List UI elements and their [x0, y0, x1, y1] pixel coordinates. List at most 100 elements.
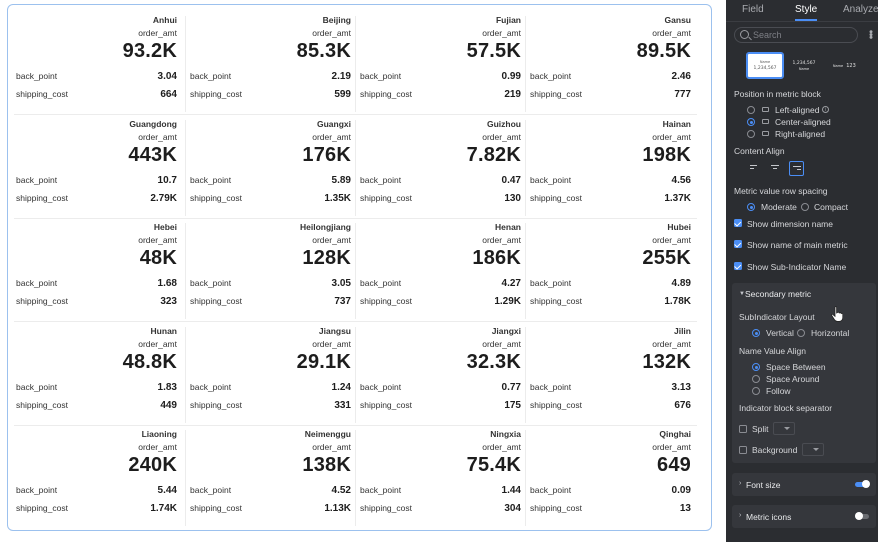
main-metric-value: 48K [139, 247, 177, 269]
sub-metric-name: shipping_cost [190, 296, 242, 306]
search-input[interactable]: Search [734, 27, 858, 43]
column-separator [355, 223, 356, 319]
dimension-name: Jilin [673, 326, 691, 336]
main-metric-name: order_amt [138, 235, 177, 245]
layout-thumb-name-top[interactable]: Name 1,234,567 [746, 52, 784, 79]
tab-analyze[interactable]: Analyze [843, 4, 878, 15]
indicator-cell[interactable]: Hunan order_amt 48.8K back_point 1.83 shippin… [10, 325, 182, 428]
align-left-icon [750, 165, 758, 171]
background-color-select[interactable] [802, 443, 824, 456]
column-separator [355, 327, 356, 423]
indicator-cell[interactable]: Jiangxi order_amt 32.3K back_point 0.77 shipp… [354, 325, 526, 428]
radio-horizontal[interactable] [797, 329, 805, 337]
indicator-cell[interactable]: Henan order_amt 186K back_point 4.27 shipping… [354, 221, 526, 324]
secondary-metric-title[interactable]: Secondary metric [745, 289, 812, 299]
indicator-cell[interactable]: Fujian order_amt 57.5K back_point 0.99 shippi… [354, 14, 526, 117]
indicator-cell[interactable]: Jiangsu order_amt 29.1K back_point 1.24 shipp… [184, 325, 356, 428]
indicator-cell[interactable]: Ningxia order_amt 75.4K back_point 1.44 shipp… [354, 428, 526, 531]
indicator-cell[interactable]: Liaoning order_amt 240K back_point 5.44 shipp… [10, 428, 182, 531]
layout-thumb-value-top[interactable]: 1,234,567 Name [786, 53, 822, 78]
dimension-name: Heilongjiang [300, 222, 351, 232]
sub-metric-value: 1.74K [150, 503, 177, 514]
left-align-icon [762, 107, 769, 112]
show-dimension-name-checkbox[interactable] [734, 219, 742, 227]
sub-metric-name: shipping_cost [530, 296, 582, 306]
indicator-cell[interactable]: Guizhou order_amt 7.82K back_point 0.47 shipp… [354, 118, 526, 221]
more-options-icon[interactable]: ••• [864, 29, 877, 39]
main-metric-name: order_amt [652, 28, 691, 38]
indicator-cell[interactable]: Gansu order_amt 89.5K back_point 2.46 shippin… [524, 14, 696, 117]
caret-down-icon[interactable]: ▼ [739, 291, 745, 297]
dimension-name: Jiangsu [318, 326, 351, 336]
indicator-cell[interactable]: Anhui order_amt 93.2K back_point 3.04 shippin… [10, 14, 182, 117]
background-label: Background [752, 445, 798, 455]
indicator-cell[interactable]: Heilongjiang order_amt 128K back_point 3.05 s… [184, 221, 356, 324]
radio-space-around[interactable] [752, 375, 760, 383]
sub-metric-name: shipping_cost [16, 89, 68, 99]
radio-compact[interactable] [801, 203, 809, 211]
row-separator [14, 321, 697, 322]
align-right-button[interactable] [789, 161, 804, 176]
background-checkbox[interactable] [739, 446, 747, 454]
indicator-cell[interactable]: Beijing order_amt 85.3K back_point 2.19 shipp… [184, 14, 356, 117]
main-metric-value: 29.1K [296, 351, 351, 373]
sub-metric-value: 1.24 [331, 382, 351, 393]
main-metric-value: 75.4K [466, 454, 521, 476]
indicator-card[interactable] [7, 4, 712, 531]
indicator-cell[interactable]: Guangdong order_amt 443K back_point 10.7 ship… [10, 118, 182, 221]
indicator-cell[interactable]: Guangxi order_amt 176K back_point 5.89 shippi… [184, 118, 356, 221]
main-metric-value: 198K [642, 144, 691, 166]
sub-metric-value: 3.13 [671, 382, 691, 393]
split-checkbox[interactable] [739, 425, 747, 433]
show-main-metric-name-checkbox[interactable] [734, 240, 742, 248]
radio-left-aligned[interactable] [747, 106, 755, 114]
main-metric-value: 89.5K [636, 40, 691, 62]
sub-metric-name: shipping_cost [16, 503, 68, 513]
main-metric-name: order_amt [138, 28, 177, 38]
font-size-toggle[interactable] [855, 480, 870, 488]
radio-moderate[interactable] [747, 203, 755, 211]
show-sub-indicator-name-checkbox[interactable] [734, 262, 742, 270]
indicator-cell[interactable]: Hainan order_amt 198K back_point 4.56 shippin… [524, 118, 696, 221]
sub-metric-name: back_point [190, 382, 232, 392]
main-metric-value: 85.3K [296, 40, 351, 62]
radio-right-aligned[interactable] [747, 130, 755, 138]
sub-metric-value: 0.47 [501, 175, 521, 186]
radio-follow[interactable] [752, 387, 760, 395]
main-metric-value: 443K [128, 144, 177, 166]
layout-thumb-inline[interactable]: Name 123 [825, 53, 861, 78]
caret-right-icon: › [739, 480, 742, 487]
option-right-aligned-label: Right-aligned [775, 129, 826, 139]
indicator-cell[interactable]: Jilin order_amt 132K back_point 3.13 shipping… [524, 325, 696, 428]
column-separator [525, 430, 526, 526]
dashboard-canvas: Anhui order_amt 93.2K back_point 3.04 shippin… [7, 4, 712, 531]
tab-style[interactable]: Style [795, 4, 818, 15]
info-icon[interactable]: i [822, 106, 829, 113]
split-style-select[interactable] [773, 422, 795, 435]
indicator-cell[interactable]: Qinghai order_amt 649 back_point 0.09 shippin… [524, 428, 696, 531]
sub-metric-value: 2.46 [671, 71, 691, 82]
indicator-cell[interactable]: Neimenggu order_amt 138K back_point 4.52 ship… [184, 428, 356, 531]
main-metric-value: 132K [642, 351, 691, 373]
sub-metric-value: 0.77 [501, 382, 521, 393]
main-metric-name: order_amt [312, 442, 351, 452]
radio-center-aligned[interactable] [747, 118, 755, 126]
search-icon [740, 30, 749, 39]
radio-space-between[interactable] [752, 363, 760, 371]
sub-metric-name: back_point [360, 278, 402, 288]
font-size-section[interactable]: › Font size [732, 473, 876, 496]
main-metric-name: order_amt [482, 132, 521, 142]
indicator-cell[interactable]: Hebei order_amt 48K back_point 1.68 shipping_… [10, 221, 182, 324]
main-metric-name: order_amt [138, 339, 177, 349]
sub-metric-name: back_point [530, 278, 572, 288]
indicator-cell[interactable]: Hubei order_amt 255K back_point 4.89 shipping… [524, 221, 696, 324]
radio-vertical[interactable] [752, 329, 760, 337]
tab-field[interactable]: Field [742, 4, 764, 15]
align-left-button[interactable] [747, 161, 762, 176]
align-center-button[interactable] [768, 161, 783, 176]
metric-icons-toggle[interactable] [855, 512, 869, 520]
option-moderate-label: Moderate [761, 202, 797, 212]
metric-icons-section[interactable]: › Metric icons [732, 505, 876, 528]
sub-metric-name: back_point [360, 175, 402, 185]
sub-metric-value: 5.44 [157, 485, 177, 496]
